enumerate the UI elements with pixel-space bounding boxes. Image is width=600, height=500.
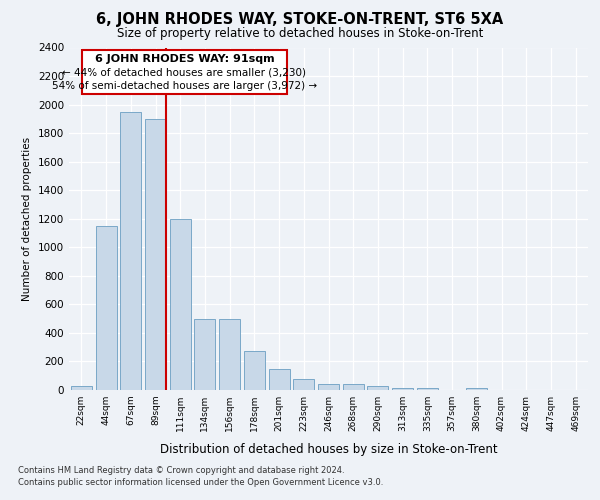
Text: Contains public sector information licensed under the Open Government Licence v3: Contains public sector information licen… [18,478,383,487]
Bar [120,112,141,390]
Text: Size of property relative to detached houses in Stoke-on-Trent: Size of property relative to detached ho… [117,28,483,40]
Bar [71,386,92,390]
Bar [466,388,487,390]
Bar [293,380,314,390]
Bar [318,384,339,390]
Text: 6 JOHN RHODES WAY: 91sqm: 6 JOHN RHODES WAY: 91sqm [95,54,274,64]
Bar [417,388,438,390]
Bar [170,219,191,390]
FancyBboxPatch shape [82,50,287,94]
Bar [244,352,265,390]
Text: Contains HM Land Registry data © Crown copyright and database right 2024.: Contains HM Land Registry data © Crown c… [18,466,344,475]
Bar [219,318,240,390]
Text: 54% of semi-detached houses are larger (3,972) →: 54% of semi-detached houses are larger (… [52,81,317,91]
Bar [343,384,364,390]
Bar [269,368,290,390]
Bar [392,388,413,390]
Bar [194,318,215,390]
Y-axis label: Number of detached properties: Number of detached properties [22,136,32,301]
Bar [145,119,166,390]
Bar [367,386,388,390]
Text: 6, JOHN RHODES WAY, STOKE-ON-TRENT, ST6 5XA: 6, JOHN RHODES WAY, STOKE-ON-TRENT, ST6 … [97,12,503,27]
Text: ← 44% of detached houses are smaller (3,230): ← 44% of detached houses are smaller (3,… [62,68,307,78]
Bar [95,226,116,390]
Text: Distribution of detached houses by size in Stoke-on-Trent: Distribution of detached houses by size … [160,442,497,456]
